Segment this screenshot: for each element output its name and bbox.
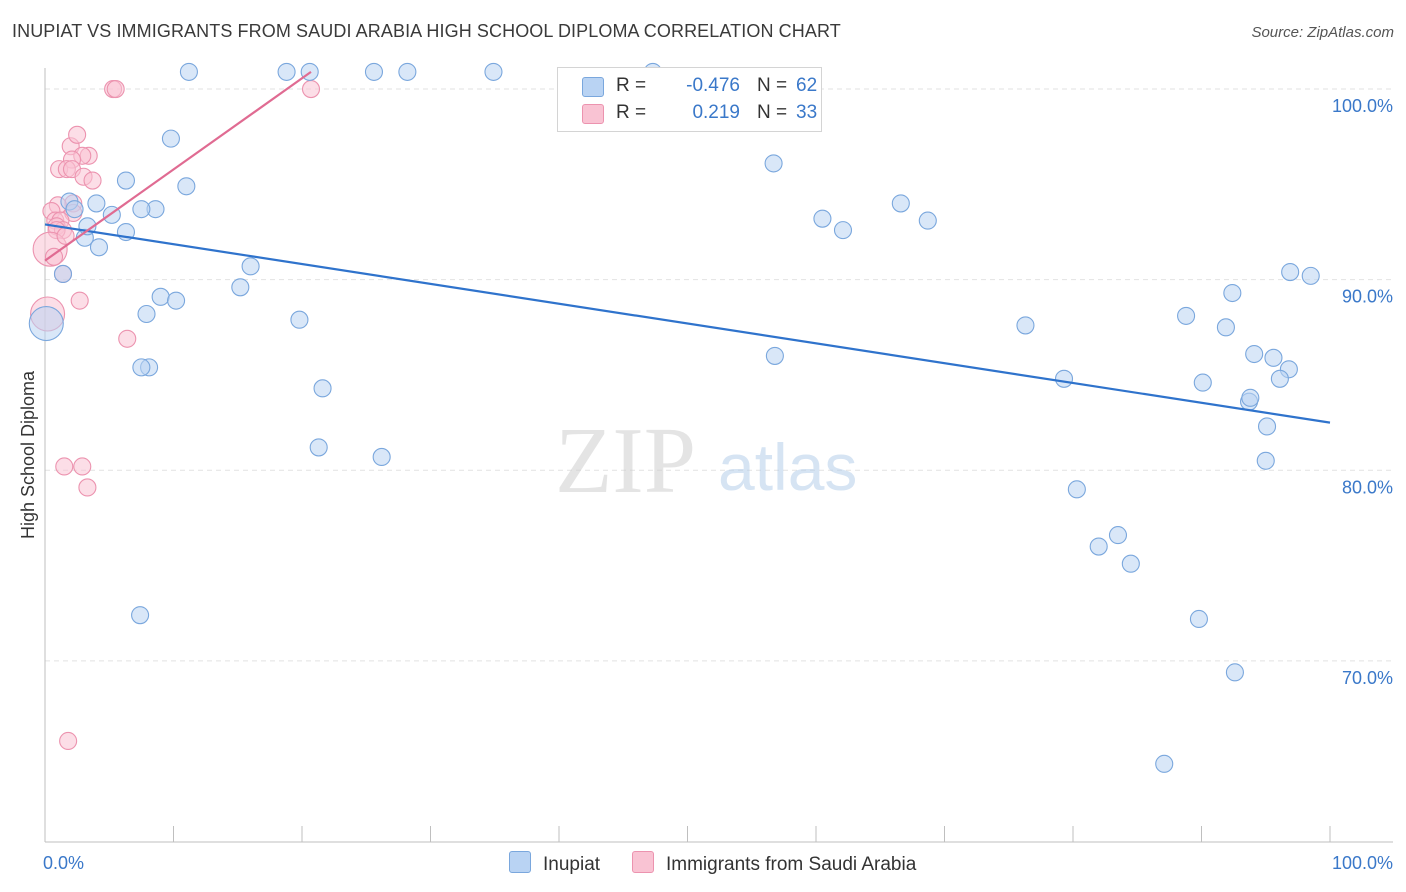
grid-lines: 100.0% 90.0% 80.0% 70.0% — [45, 88, 1393, 688]
inupiat-point — [1245, 344, 1264, 364]
saudi-arabia-point — [73, 457, 92, 476]
inupiat-trendline — [44, 223, 1331, 424]
inupiat-point — [1225, 663, 1244, 682]
inupiat-point — [132, 358, 151, 377]
inupiat-point — [484, 62, 503, 81]
bottom-legend-swatch-saudi-arabia — [632, 851, 654, 873]
inupiat-point — [65, 200, 84, 219]
inupiat-point — [1281, 263, 1300, 282]
inupiat-point — [398, 62, 417, 81]
inupiat-point — [1241, 388, 1260, 407]
saudi-arabia-point — [70, 291, 89, 310]
inupiat-point — [1177, 306, 1196, 325]
inupiat-point — [1121, 554, 1140, 573]
inupiat-point — [87, 194, 106, 213]
legend-r-value: -0.476 — [686, 75, 740, 96]
saudi-arabia-point — [55, 457, 74, 476]
y-tick-label: 80.0% — [1342, 477, 1393, 497]
legend-swatch-saudi-arabia — [582, 104, 604, 124]
inupiat-point — [89, 238, 109, 257]
inupiat-point — [241, 257, 260, 276]
inupiat-point — [1108, 526, 1128, 545]
y-tick-label: 100.0% — [1332, 96, 1393, 116]
inupiat-point — [1016, 316, 1035, 335]
inupiat-point — [177, 177, 196, 196]
x-tick-label-min: 0.0% — [43, 853, 84, 873]
legend-r-label: R = — [616, 75, 647, 96]
inupiat-point — [151, 287, 170, 306]
bottom-legend-label-inupiat: Inupiat — [543, 854, 601, 875]
inupiat-point — [1223, 283, 1242, 303]
inupiat-point — [1089, 537, 1108, 556]
inupiat-point — [1054, 369, 1074, 388]
bottom-legend-inupiat: Inupiat — [509, 851, 600, 876]
trend-lines — [44, 71, 1331, 424]
inupiat-point — [53, 264, 73, 284]
saudi-arabia-point — [59, 731, 78, 751]
inupiat-point — [1264, 348, 1283, 367]
inupiat-point — [137, 304, 156, 324]
inupiat-point — [179, 62, 198, 81]
legend-r-value: 0.219 — [692, 102, 740, 123]
inupiat-point — [1193, 373, 1212, 392]
saudi-arabia-point — [118, 329, 137, 348]
inupiat-point — [277, 62, 296, 81]
inupiat-point — [313, 379, 332, 398]
watermark-atlas: atlas — [718, 430, 857, 504]
bottom-legend-label-saudi-arabia: Immigrants from Saudi Arabia — [666, 854, 917, 875]
inupiat-point — [131, 606, 150, 625]
inupiat-point — [309, 438, 328, 457]
inupiat-point — [1189, 609, 1208, 629]
chart-title: INUPIAT VS IMMIGRANTS FROM SAUDI ARABIA … — [12, 21, 841, 41]
legend-n-value: 62 — [796, 75, 818, 96]
inupiat-point — [290, 310, 309, 329]
axes — [44, 68, 1393, 843]
inupiat-point — [1257, 417, 1277, 436]
source-credit: Source: ZipAtlas.com — [1251, 24, 1394, 41]
inupiat-point — [891, 194, 910, 213]
legend-n-label: N = — [757, 75, 788, 96]
inupiat-point — [1256, 451, 1275, 470]
inupiat-point — [1216, 318, 1235, 337]
y-axis-label: High School Diploma — [18, 370, 38, 539]
saudi-arabia-point — [301, 80, 321, 99]
legend-n-label: N = — [757, 102, 788, 123]
bottom-legend-swatch-inupiat — [509, 851, 531, 873]
legend-r-label: R = — [616, 102, 647, 123]
inupiat-point — [1270, 369, 1289, 388]
legend-swatch-inupiat — [582, 77, 604, 97]
legend-n-value: 33 — [796, 102, 818, 123]
inupiat-point — [167, 291, 186, 310]
inupiat-point — [231, 278, 250, 297]
inupiat-point — [132, 200, 151, 219]
inupiat-point — [364, 62, 384, 81]
inupiat-point — [161, 129, 180, 148]
x-tick-label-max: 100.0% — [1332, 853, 1393, 873]
inupiat-point — [918, 211, 937, 230]
inupiat-point — [116, 171, 136, 190]
saudi-arabia-point — [106, 80, 125, 99]
correlation-legend: R = -0.476 N = 62 R = 0.219 N = 33 — [557, 67, 822, 132]
saudi-arabia-trendline — [44, 71, 312, 262]
series-saudi-arabia — [30, 80, 321, 751]
inupiat-point — [1155, 754, 1174, 773]
inupiat-point — [764, 154, 783, 173]
y-tick-label: 70.0% — [1342, 668, 1393, 688]
saudi-arabia-point — [68, 125, 87, 144]
inupiat-point — [1067, 480, 1086, 499]
inupiat-point — [372, 447, 391, 467]
inupiat-point — [813, 209, 832, 228]
inupiat-point — [1301, 266, 1320, 285]
watermark-zip: ZIP — [555, 409, 696, 513]
saudi-arabia-point — [78, 478, 97, 497]
bottom-legend-saudi-arabia: Immigrants from Saudi Arabia — [632, 851, 916, 876]
inupiat-point — [28, 305, 64, 342]
y-tick-label: 90.0% — [1342, 287, 1393, 307]
saudi-arabia-point — [83, 171, 102, 190]
inupiat-point — [765, 346, 784, 365]
inupiat-point — [833, 221, 853, 240]
